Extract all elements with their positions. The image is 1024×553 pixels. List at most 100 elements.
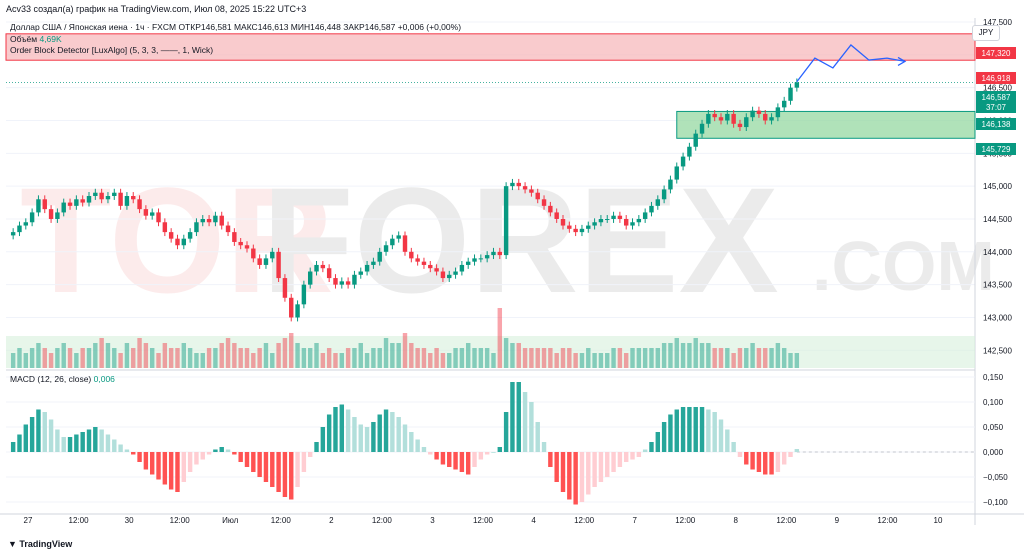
macd-bar [567, 452, 572, 500]
macd-bar [131, 452, 136, 455]
indicator-line[interactable]: Order Block Detector [LuxAlgo] (5, 3, 3,… [10, 45, 214, 55]
macd-legend[interactable]: MACD (12, 26, close) 0,006 [10, 374, 115, 384]
volume-bar [661, 343, 667, 368]
volume-bar [775, 343, 781, 368]
macd-bar [756, 452, 762, 472]
macd-bar [339, 404, 345, 452]
volume-bar [276, 343, 281, 368]
tradingview-brand[interactable]: ▼ TradingView [8, 539, 72, 549]
candle-body [510, 182, 515, 187]
currency-badge[interactable]: JPY [972, 25, 1000, 41]
candle-body [402, 235, 408, 252]
candle-body [586, 225, 591, 229]
macd-tick-label: 0,150 [983, 373, 1004, 382]
volume-bar [706, 343, 711, 368]
macd-bar [421, 447, 427, 452]
candle-body [181, 238, 187, 246]
candle-body [636, 218, 642, 223]
support-bottom-label: 145,729 [982, 145, 1011, 154]
macd-bar [693, 407, 698, 452]
candle-body [162, 222, 168, 233]
volume-value: 4,69K [39, 34, 62, 44]
volume-line[interactable]: Объём 4,69K [10, 34, 62, 44]
ohlc-values: ОТКР146,581 МАКС146,613 МИН146,448 ЗАКР1… [178, 22, 462, 32]
macd-bar [674, 409, 679, 452]
candle-body [175, 238, 180, 246]
candle-body [497, 251, 503, 256]
candle-body [548, 205, 553, 213]
price-tick-label: 146,500 [983, 84, 1012, 93]
macd-bar [143, 452, 149, 470]
macd-bar [409, 432, 414, 452]
macd-bar [270, 452, 275, 487]
candle-body [642, 212, 648, 219]
candle-body [503, 186, 509, 256]
volume-bar [93, 343, 98, 368]
time-tick-label: 10 [934, 516, 943, 525]
volume-bar [86, 348, 92, 368]
candle-body [29, 212, 35, 223]
candle-body [257, 258, 262, 265]
volume-bar [560, 348, 566, 368]
volume-bar [307, 348, 313, 368]
macd-bar [333, 407, 338, 452]
volume-bar [390, 343, 395, 368]
macd-bar [263, 452, 269, 482]
price-tick-label: 145,000 [983, 182, 1012, 191]
macd-bar [48, 419, 54, 452]
macd-bar [623, 452, 629, 462]
volume-bar [636, 348, 642, 368]
macd-bar [124, 449, 130, 452]
candle-body [17, 225, 22, 233]
macd-bar [699, 407, 705, 452]
volume-bar [187, 348, 193, 368]
time-tick-label: 12:00 [271, 516, 292, 525]
volume-bar [794, 353, 800, 368]
macd-tick-label: 0,100 [983, 398, 1004, 407]
time-tick-label: 4 [531, 516, 536, 525]
volume-bar [29, 348, 35, 368]
macd-bar [181, 452, 187, 482]
macd-bar [636, 452, 642, 457]
macd-bar [535, 422, 540, 452]
macd-bar [447, 452, 452, 467]
symbol-name[interactable]: Доллар США / Японская иена · 1ч · FXCM [10, 22, 177, 32]
macd-bar [706, 409, 711, 452]
macd-bar [383, 409, 389, 452]
volume-bar [200, 353, 205, 368]
candle-body [213, 215, 218, 223]
candle-body [421, 261, 427, 265]
macd-bar [358, 424, 363, 452]
candle-body [307, 271, 313, 285]
macd-bar [459, 452, 465, 472]
candle-body [769, 117, 774, 121]
volume-bar [364, 353, 370, 368]
last-price-label: 146,587 [982, 93, 1011, 102]
volume-bar [80, 348, 85, 368]
macd-bar [712, 412, 717, 452]
candle-body [567, 225, 572, 229]
candle-body [706, 113, 711, 124]
candle-body [434, 268, 439, 272]
macd-bar [282, 452, 288, 497]
volume-bar [314, 343, 319, 368]
volume-bar [680, 343, 686, 368]
volume-bar [36, 343, 41, 368]
macd-bar [99, 429, 104, 452]
candle-body [326, 268, 332, 279]
volume-bar [55, 348, 60, 368]
time-tick-label: 12:00 [473, 516, 494, 525]
volume-bar [263, 343, 269, 368]
volume-bar [10, 353, 16, 368]
watermark-com: .COM [812, 227, 995, 305]
candle-body [143, 209, 149, 216]
volume-label: Объём [10, 34, 38, 44]
candle-body [206, 218, 212, 223]
candle-body [617, 215, 623, 219]
forecast-arrowhead [897, 56, 907, 66]
resist-top-label: 147,320 [982, 49, 1011, 58]
volume-bar [371, 348, 376, 368]
chart-caption: Acv33 создал(а) график на TradingView.co… [6, 4, 307, 14]
volume-bar [750, 343, 755, 368]
macd-bar [744, 452, 749, 465]
